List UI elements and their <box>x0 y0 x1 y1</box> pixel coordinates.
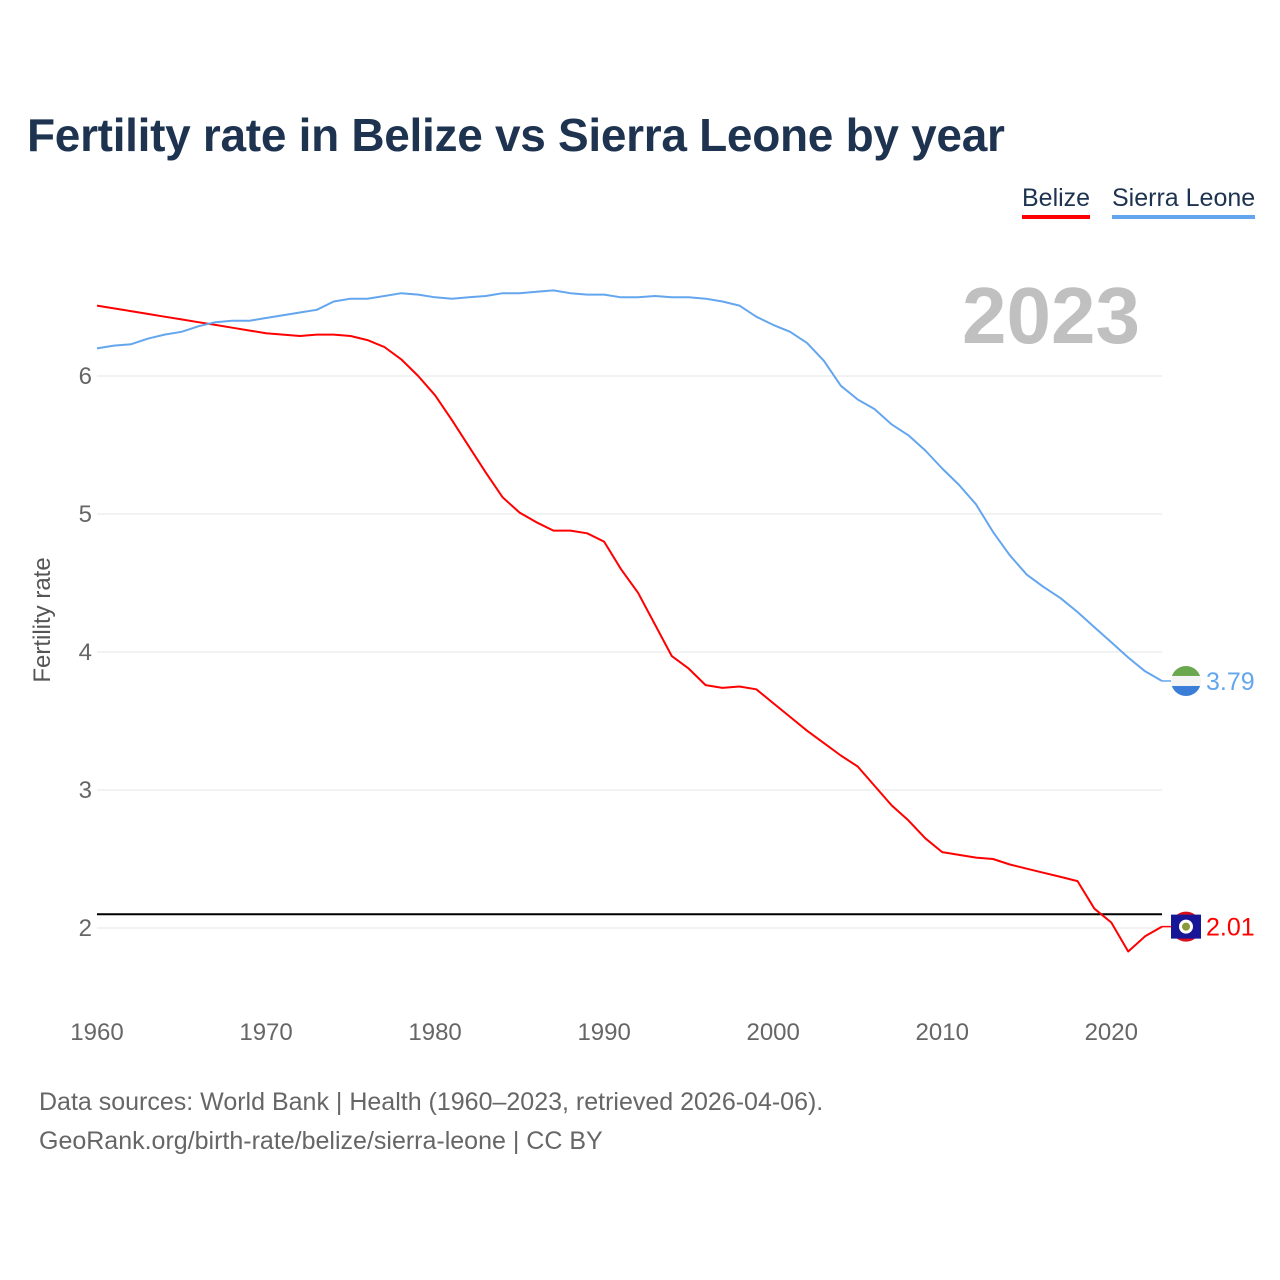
chart-title: Fertility rate in Belize vs Sierra Leone… <box>27 109 1005 161</box>
x-tick-label: 1980 <box>408 1019 461 1046</box>
y-tick-label: 2 <box>79 915 92 942</box>
y-tick-label: 4 <box>79 639 92 666</box>
y-tick-label: 3 <box>79 777 92 804</box>
sierra-leone-flag-icon <box>1171 665 1201 696</box>
series-line-sierra-leone <box>96 289 1163 682</box>
x-tick-label: 2010 <box>916 1019 969 1046</box>
data-source-note: Data sources: World Bank | Health (1960–… <box>39 1088 824 1116</box>
y-axis-label: Fertility rate <box>29 557 56 682</box>
y-tick-label: 6 <box>79 363 92 390</box>
source-link[interactable]: GeoRank.org/birth-rate/belize/sierra-leo… <box>39 1127 603 1155</box>
series-line-belize <box>96 304 1163 953</box>
y-tick-label: 5 <box>79 501 92 528</box>
x-tick-label: 1960 <box>70 1019 123 1046</box>
x-tick-label: 1990 <box>577 1019 630 1046</box>
end-value-label: 2.01 <box>1206 914 1255 942</box>
end-value-label: 3.79 <box>1206 668 1255 696</box>
belize-flag-icon <box>1171 911 1201 942</box>
x-tick-label: 1970 <box>239 1019 292 1046</box>
current-year-label: 2023 <box>962 271 1140 360</box>
legend-sierra-leone[interactable]: Sierra Leone <box>1112 184 1256 219</box>
legend-belize[interactable]: Belize <box>1022 184 1091 219</box>
x-tick-label: 2000 <box>746 1019 799 1046</box>
x-tick-label: 2020 <box>1085 1019 1138 1046</box>
